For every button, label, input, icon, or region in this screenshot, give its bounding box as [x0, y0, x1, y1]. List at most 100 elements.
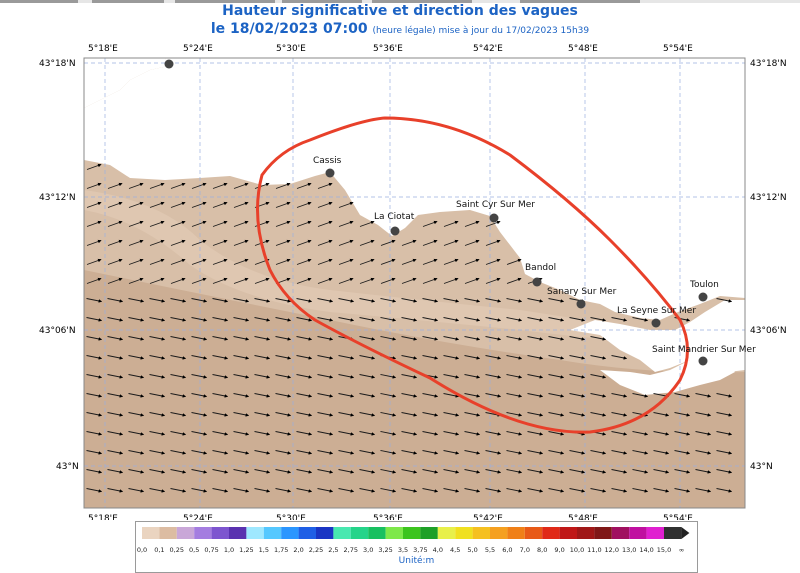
wave-arrow [611, 450, 628, 455]
wave-arrow [401, 374, 418, 379]
wave-arrow [107, 412, 124, 417]
wave-arrow [401, 412, 418, 417]
wave-arrow [275, 374, 292, 379]
wave-arrow [464, 488, 481, 493]
city-la-ciotat[interactable]: La Ciotat [374, 212, 415, 236]
wave-arrow [212, 431, 229, 436]
wave-arrow [233, 450, 250, 455]
wave-arrow [611, 317, 628, 322]
wave-map[interactable]: Cassis La Ciotat Saint Cyr Sur Mer Bando… [0, 0, 800, 520]
legend-swatch [229, 527, 247, 539]
wave-arrow [212, 182, 228, 189]
wave-arrow [233, 469, 250, 474]
legend-swatch [298, 527, 316, 539]
wave-arrow [233, 298, 250, 303]
wave-arrow [149, 488, 166, 493]
map-frame [83, 57, 746, 509]
wave-arrow [590, 336, 607, 341]
wave-arrow [380, 374, 397, 379]
wave-arrow [254, 393, 271, 398]
wave-arrow [338, 393, 355, 398]
wave-arrow [443, 355, 460, 360]
wave-arrow [338, 450, 355, 455]
wave-arrow [548, 412, 565, 417]
wave-arrow [107, 431, 124, 436]
wave-arrow [653, 469, 670, 474]
legend-swatch [194, 527, 212, 539]
wave-arrow [632, 317, 649, 322]
wave-arrow [464, 336, 481, 341]
legend-labels: 0,0 0,1 0,25 0,5 0,75 1,0 1,25 1,5 1,75 2,0 2,25 2,… [137, 546, 684, 554]
wave-arrow [674, 393, 691, 398]
wave-arrow [695, 431, 712, 436]
wave-arrow [149, 239, 165, 246]
wave-arrow [548, 374, 565, 379]
wave-arrow [401, 431, 418, 436]
wave-arrow [233, 277, 249, 284]
svg-text:43°18'N: 43°18'N [750, 59, 787, 69]
wave-arrow [527, 469, 544, 474]
wave-arrow [212, 239, 228, 246]
city-sanary[interactable]: Sanary Sur Mer [547, 287, 617, 309]
wave-arrow [191, 469, 208, 474]
wave-arrow [632, 488, 649, 493]
city-la-seyne[interactable]: La Seyne Sur Mer [617, 306, 696, 328]
wave-arrow [233, 239, 249, 246]
wave-arrow [464, 258, 480, 265]
wave-arrow [422, 258, 438, 265]
wave-arrow [254, 431, 271, 436]
wave-arrow [527, 317, 544, 322]
wave-arrow [401, 355, 418, 360]
wave-arrow [359, 355, 376, 360]
wave-arrow [464, 374, 481, 379]
wave-arrow [170, 393, 187, 398]
wave-direction-arrows [86, 163, 733, 493]
wave-arrow [590, 488, 607, 493]
wave-arrow [107, 488, 124, 493]
wave-arrow [149, 336, 166, 341]
wave-arrow [149, 298, 166, 303]
wave-arrow [443, 450, 460, 455]
wave-arrow [695, 412, 712, 417]
wave-arrow [107, 355, 124, 360]
wave-arrow [716, 469, 733, 474]
legend-label: 0,1 [154, 546, 164, 554]
svg-text:5°54'E: 5°54'E [663, 514, 693, 520]
wave-arrow [464, 317, 481, 322]
wave-arrow [233, 336, 250, 341]
wave-arrow [590, 317, 607, 322]
marker-northwest[interactable] [164, 59, 174, 69]
land-coast [84, 58, 745, 320]
wave-arrow [128, 201, 144, 208]
city-saint-cyr[interactable]: Saint Cyr Sur Mer [456, 200, 535, 223]
city-toulon[interactable]: Toulon [689, 280, 719, 302]
city-cassis[interactable]: Cassis [313, 156, 342, 178]
wave-arrow [464, 220, 480, 227]
wave-arrow [422, 469, 439, 474]
wave-arrow [275, 258, 291, 265]
wave-arrow [653, 412, 670, 417]
wave-arrow [86, 220, 102, 227]
wave-arrow [338, 355, 355, 360]
wave-arrow [674, 412, 691, 417]
wave-arrow [338, 201, 354, 208]
wave-arrow [338, 431, 355, 436]
legend-label: 11,0 [587, 546, 601, 554]
city-bandol[interactable]: Bandol [525, 263, 556, 287]
wave-arrow [359, 239, 375, 246]
wave-arrow [275, 182, 291, 189]
wave-arrow [317, 182, 333, 189]
wave-arrow [695, 488, 712, 493]
legend-label: 2,25 [309, 546, 323, 554]
wave-arrow [359, 412, 376, 417]
city-saint-mandrier[interactable]: Saint Mandrier Sur Mer [652, 345, 756, 366]
wave-arrow [548, 298, 565, 303]
wave-arrow [485, 450, 502, 455]
wave-arrow [86, 450, 103, 455]
legend-label: 0,0 [137, 546, 147, 554]
wave-arrow [359, 431, 376, 436]
wave-arrow [212, 450, 229, 455]
wave-arrow [86, 277, 102, 284]
wave-arrow [443, 317, 460, 322]
wave-arrow [590, 393, 607, 398]
